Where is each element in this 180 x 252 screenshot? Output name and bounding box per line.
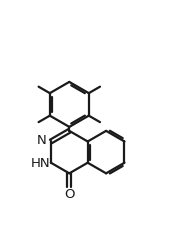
- Text: HN: HN: [30, 157, 50, 170]
- Text: N: N: [37, 134, 46, 147]
- Text: O: O: [64, 188, 75, 201]
